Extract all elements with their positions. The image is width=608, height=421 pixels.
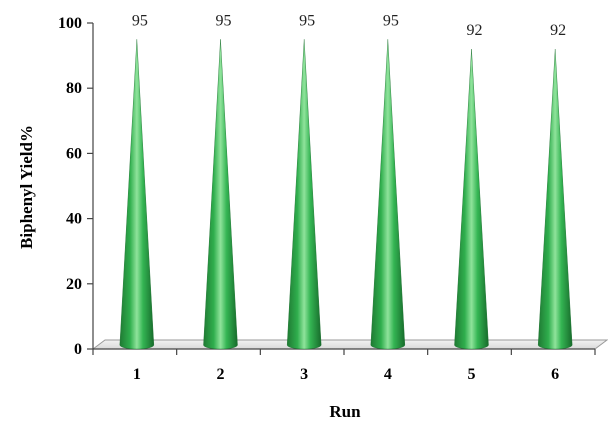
y-axis-title: Biphenyl Yield% <box>17 125 36 249</box>
chart-floor <box>91 339 608 350</box>
y-tick-label: 0 <box>74 341 82 358</box>
cone-bar <box>537 49 573 350</box>
x-tick-label: 2 <box>217 366 225 383</box>
y-tick-label: 20 <box>66 276 82 293</box>
y-tick-label: 60 <box>66 145 82 162</box>
x-tick-label: 6 <box>551 366 559 383</box>
data-label: 92 <box>550 22 566 39</box>
data-label: 95 <box>299 12 315 29</box>
cone-bar <box>119 39 155 350</box>
data-label: 92 <box>467 22 483 39</box>
axes-layer <box>87 22 608 355</box>
data-label: 95 <box>216 12 232 29</box>
x-tick-label: 3 <box>300 366 308 383</box>
x-tick-label: 4 <box>384 366 392 383</box>
cone-bar <box>454 49 489 350</box>
cone-bar <box>203 39 238 350</box>
marks-layer <box>119 39 573 350</box>
x-axis-title: Run <box>329 402 361 421</box>
data-label: 95 <box>132 12 148 29</box>
y-tick-label: 100 <box>58 15 82 32</box>
cone-bar <box>286 39 322 350</box>
y-tick-label: 80 <box>66 80 82 97</box>
y-tick-label: 40 <box>66 211 82 228</box>
x-tick-label: 5 <box>468 366 476 383</box>
cone-bar <box>370 39 406 350</box>
data-label: 95 <box>383 12 399 29</box>
x-tick-label: 1 <box>133 366 141 383</box>
labels-layer: 0 20 40 60 80 100 1 95 2 95 3 95 4 95 5 92 6 92 <box>58 12 566 383</box>
